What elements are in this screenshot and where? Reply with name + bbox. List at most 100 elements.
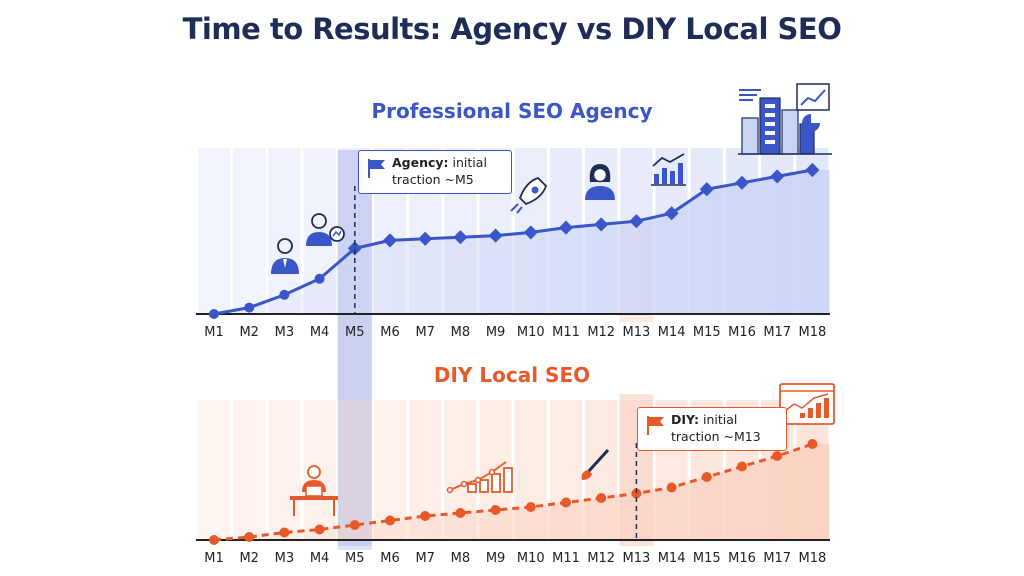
data-point-diy — [666, 482, 677, 493]
x-tick-label: M13 — [623, 325, 651, 340]
x-tick-label: M11 — [552, 325, 580, 340]
icon-part — [283, 259, 287, 268]
paintbrush-icon — [581, 448, 610, 480]
data-point-agency — [488, 228, 503, 243]
icon-part — [678, 163, 683, 184]
data-point-agency — [347, 241, 362, 256]
x-tick-label: M7 — [415, 325, 435, 340]
x-tick-label: M9 — [486, 325, 506, 340]
woman-icon — [585, 164, 615, 200]
icon-part — [311, 213, 327, 229]
x-tick-label: M18 — [799, 325, 827, 340]
chart-title-diy: DIY Local SEO — [434, 363, 590, 387]
x-tick-label: M6 — [380, 551, 400, 566]
data-point-agency — [523, 225, 538, 240]
icon-part — [491, 473, 501, 493]
icon-part — [307, 465, 321, 479]
icon-part — [585, 186, 615, 200]
chart-title-agency: Professional SEO Agency — [371, 99, 652, 123]
x-tick-label: M4 — [310, 325, 330, 340]
icon-part — [765, 104, 775, 108]
rocket-icon — [510, 176, 548, 214]
data-point-agency — [382, 233, 398, 248]
icon-part — [306, 232, 332, 246]
icon-part — [277, 238, 293, 254]
data-point-agency — [279, 289, 290, 300]
agency-traction-annotation: Agency: initial traction ~M5 — [358, 150, 512, 194]
icon-part — [800, 413, 805, 418]
icon-part — [781, 109, 799, 155]
diy-traction-annotation: DIY: initial traction ~M13 — [637, 407, 787, 451]
data-point-agency — [453, 230, 468, 245]
background-column — [233, 148, 266, 314]
data-point-agency — [314, 273, 325, 284]
x-tick-label: M13 — [623, 551, 651, 566]
x-tick-label: M17 — [763, 551, 791, 566]
icon-part — [531, 186, 539, 194]
x-tick-label: M2 — [239, 551, 259, 566]
icon-part — [816, 403, 821, 418]
agency-annotation-text-2: traction ~M5 — [392, 172, 474, 187]
icon-part — [802, 114, 820, 132]
data-point-agency — [594, 217, 609, 232]
x-tick-label: M2 — [239, 325, 259, 340]
buildings-icon — [738, 97, 832, 155]
data-point-diy — [631, 488, 642, 499]
x-tick-label: M17 — [763, 325, 791, 340]
agency-annotation-label: Agency: — [392, 155, 449, 170]
icon-part — [592, 167, 608, 183]
background-column — [198, 400, 230, 540]
x-tick-label: M12 — [587, 551, 615, 566]
x-tick-label: M3 — [275, 325, 295, 340]
icon-part — [670, 171, 675, 184]
data-point-diy — [455, 508, 466, 518]
growth-chart-icon — [446, 461, 513, 494]
analyst-icon — [306, 213, 345, 246]
person-icon — [271, 238, 299, 274]
icon-part — [783, 393, 829, 413]
data-point-diy — [385, 515, 395, 526]
icon-part — [765, 122, 775, 126]
icon-part — [305, 485, 323, 497]
x-tick-label: M3 — [275, 551, 295, 566]
data-point-diy — [209, 535, 219, 545]
icon-part — [652, 153, 685, 167]
data-point-diy — [596, 493, 607, 503]
area-fill-diy — [214, 444, 830, 540]
data-point-diy — [772, 451, 783, 461]
data-point-diy — [561, 497, 571, 508]
data-point-agency — [805, 162, 820, 178]
x-tick-label: M16 — [728, 325, 756, 340]
x-tick-label: M14 — [658, 325, 686, 340]
icon-part — [290, 496, 338, 500]
flag-icon — [647, 416, 664, 435]
x-tick-label: M18 — [799, 551, 827, 566]
x-tick-label: M1 — [204, 325, 224, 340]
icon-part — [765, 140, 775, 144]
data-point-diy — [490, 505, 501, 515]
chart-icon — [651, 153, 686, 186]
diy-annotation-text-2: traction ~M13 — [671, 429, 761, 444]
icon-part — [654, 174, 659, 184]
x-tick-label: M6 — [380, 325, 400, 340]
background-column — [233, 400, 266, 540]
diy-annotation-label: DIY: — [671, 412, 699, 427]
data-point-agency — [770, 169, 785, 184]
browser-chart-icon — [779, 383, 835, 425]
icon-part — [581, 470, 592, 480]
x-tick-label: M9 — [486, 551, 506, 566]
data-point-diy — [737, 461, 747, 472]
icon-part — [503, 467, 513, 493]
icon-part — [510, 203, 519, 212]
icon-part — [467, 483, 477, 493]
laptop-worker-icon — [290, 465, 338, 516]
agency-annotation-text: initial — [448, 155, 487, 170]
data-point-agency — [558, 220, 574, 235]
page-title: Time to Results: Agency vs DIY Local SEO — [182, 12, 842, 46]
x-tick-label: M12 — [587, 325, 615, 340]
flag-icon — [368, 159, 385, 178]
data-point-agency — [418, 231, 433, 246]
icon-part — [586, 448, 610, 474]
icon-part — [446, 486, 454, 494]
